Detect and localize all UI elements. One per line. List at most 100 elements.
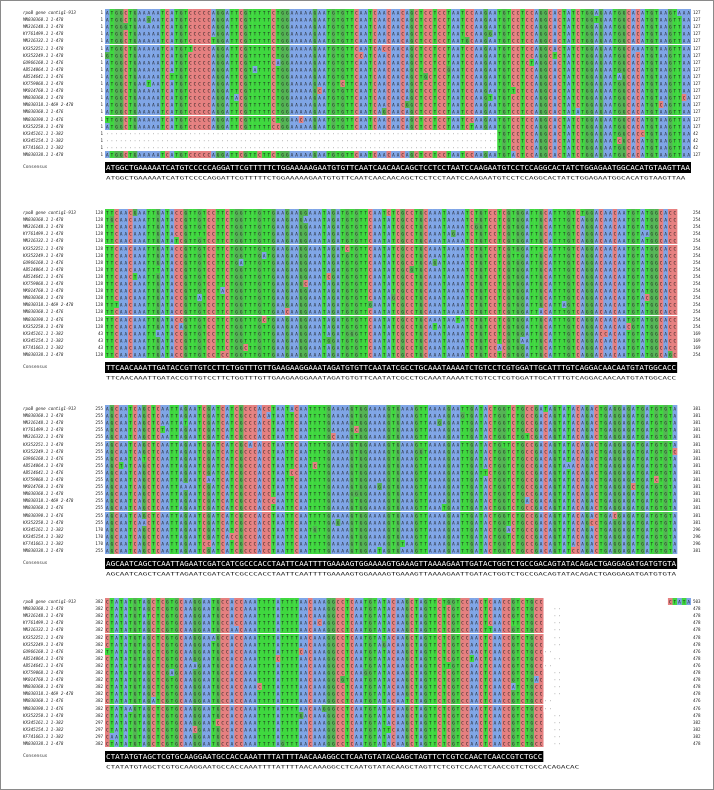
base-letter: A xyxy=(660,81,663,87)
base-letter: T xyxy=(263,74,266,80)
base-cell xyxy=(294,115,299,123)
base-cell xyxy=(658,115,664,123)
base-cell xyxy=(151,129,156,137)
base-cell xyxy=(109,80,115,87)
base-letter: C xyxy=(203,46,206,52)
base-letter: T xyxy=(184,88,187,94)
base-letter: T xyxy=(268,10,271,16)
base-cell xyxy=(432,101,438,109)
base-cell xyxy=(243,51,249,59)
base-letter: A xyxy=(152,53,155,59)
base-cell xyxy=(677,122,682,130)
base-letter: A xyxy=(632,110,635,116)
base-letter: C xyxy=(517,10,520,16)
base-letter: G xyxy=(221,46,224,52)
base-cell xyxy=(464,80,470,87)
base-cell xyxy=(543,115,549,123)
base-cell xyxy=(234,115,240,123)
base-letter: T xyxy=(447,39,450,45)
base-cell xyxy=(109,30,115,38)
base-letter: T xyxy=(327,60,330,66)
base-letter: C xyxy=(194,124,197,130)
base-cell xyxy=(266,37,272,45)
base-letter: G xyxy=(623,60,626,66)
base-cell xyxy=(141,9,147,16)
base-cell xyxy=(386,122,392,130)
base-cell xyxy=(229,58,235,66)
base-cell xyxy=(294,122,299,130)
base-cell xyxy=(506,44,512,52)
base-cell xyxy=(118,30,124,38)
base-cell xyxy=(331,44,336,52)
base-cell xyxy=(552,108,558,116)
base-cell xyxy=(584,129,590,137)
base-cell xyxy=(427,16,433,24)
base-cell xyxy=(349,87,355,95)
base-letter: A xyxy=(212,110,215,116)
base-cell xyxy=(252,72,258,80)
base-letter: C xyxy=(194,53,197,59)
base-cell xyxy=(635,115,641,123)
base-letter: T xyxy=(507,131,510,137)
base-letter: G xyxy=(383,110,386,116)
base-cell xyxy=(188,51,193,59)
base-cell xyxy=(446,101,452,109)
base-cell xyxy=(331,23,336,31)
base-cell xyxy=(201,37,207,45)
base-letter: T xyxy=(563,24,566,30)
base-cell xyxy=(594,65,599,73)
base-cell xyxy=(128,44,133,52)
base-letter: A xyxy=(171,32,174,38)
base-letter: G xyxy=(120,67,123,73)
base-cell xyxy=(386,87,392,95)
base-cell xyxy=(547,72,553,80)
base-cell xyxy=(243,30,249,38)
base-letter: C xyxy=(415,103,418,109)
base-cell xyxy=(589,9,595,16)
base-cell xyxy=(460,65,466,73)
base-letter: A xyxy=(687,103,690,109)
base-cell xyxy=(252,44,258,52)
base-letter: C xyxy=(471,110,474,116)
base-letter: A xyxy=(452,39,455,45)
base-letter: T xyxy=(447,117,450,123)
base-letter: C xyxy=(558,60,561,66)
base-cell xyxy=(206,30,212,38)
base-letter: C xyxy=(443,74,446,80)
base-letter: T xyxy=(674,95,677,101)
base-letter: G xyxy=(115,46,118,52)
base-cell xyxy=(114,94,120,102)
base-letter: T xyxy=(184,24,187,30)
base-cell xyxy=(238,143,244,151)
base-cell xyxy=(303,44,309,52)
base-letter: G xyxy=(591,10,594,16)
base-cell xyxy=(363,129,369,137)
base-cell xyxy=(584,16,590,24)
base-cell xyxy=(483,51,489,59)
base-letter: A xyxy=(683,131,686,137)
base-cell xyxy=(188,58,193,66)
base-letter: C xyxy=(627,60,630,66)
base-letter: T xyxy=(498,46,501,52)
base-letter: C xyxy=(517,53,520,59)
base-cell xyxy=(626,51,632,59)
base-letter: C xyxy=(355,124,358,130)
base-letter: T xyxy=(581,60,584,66)
base-cell xyxy=(571,129,576,137)
base-cell xyxy=(464,37,470,45)
base-letter: A xyxy=(318,95,321,101)
base-letter: G xyxy=(217,10,220,16)
base-letter: G xyxy=(180,103,183,109)
base-letter: T xyxy=(655,67,658,73)
base-letter: T xyxy=(572,10,575,16)
base-cell xyxy=(451,101,456,109)
base-cell xyxy=(128,72,133,80)
base-letter: A xyxy=(383,124,386,130)
base-cell xyxy=(128,9,133,16)
base-cell xyxy=(178,51,184,59)
base-cell xyxy=(261,143,267,151)
base-cell xyxy=(192,58,198,66)
base-letter: · xyxy=(272,146,275,151)
base-cell xyxy=(192,108,198,116)
base-letter: T xyxy=(572,32,575,38)
